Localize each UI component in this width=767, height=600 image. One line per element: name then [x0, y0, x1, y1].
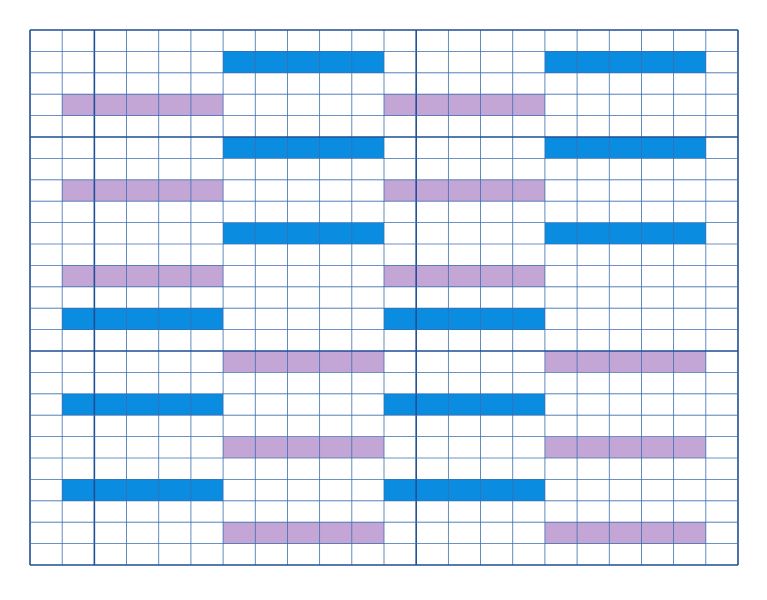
- pattern-bar: [62, 265, 224, 287]
- pattern-bar: [62, 308, 224, 330]
- pattern-bar: [544, 351, 706, 373]
- pattern-bar: [223, 351, 384, 373]
- pattern-bar: [223, 51, 384, 73]
- pattern-bar: [223, 436, 384, 458]
- pattern-bar: [384, 393, 545, 416]
- pattern-bar: [544, 137, 706, 159]
- pattern-bar: [62, 179, 224, 202]
- pattern-bar: [384, 479, 545, 501]
- pattern-bar: [544, 222, 706, 244]
- pattern-bar: [62, 94, 224, 116]
- pattern-bar: [223, 137, 384, 159]
- pattern-bar: [223, 222, 384, 244]
- pattern-bar: [544, 436, 706, 458]
- pattern-bar: [384, 94, 545, 116]
- grid: [29, 29, 739, 566]
- bars: [62, 51, 706, 544]
- pattern-bar: [384, 179, 545, 202]
- pattern-bar: [62, 479, 224, 501]
- pattern-bar: [223, 522, 384, 544]
- pattern-bar: [62, 393, 224, 416]
- pattern-bar: [384, 265, 545, 287]
- pattern-bar: [384, 308, 545, 330]
- pattern-bar: [544, 522, 706, 544]
- pattern-bar: [544, 51, 706, 73]
